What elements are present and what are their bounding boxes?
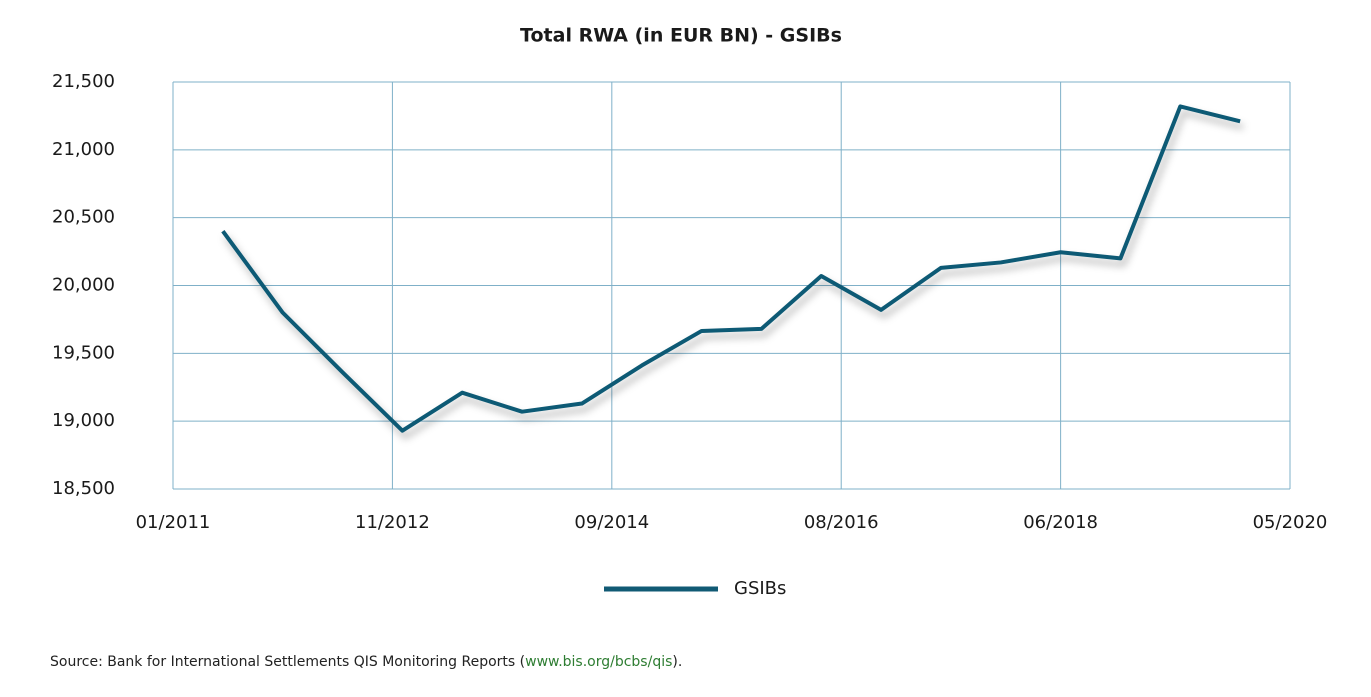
- y-tick-label: 18,500: [52, 478, 115, 499]
- x-tick-label: 08/2016: [804, 512, 879, 533]
- x-tick-label: 01/2011: [136, 512, 211, 533]
- y-tick-label: 21,000: [52, 139, 115, 160]
- source: Source: Bank for International Settlemen…: [50, 654, 682, 670]
- x-tick-label: 06/2018: [1023, 512, 1098, 533]
- source-prefix: Source: Bank for International Settlemen…: [50, 654, 526, 670]
- y-tick-label: 20,000: [52, 275, 115, 296]
- x-tick-label: 05/2020: [1253, 512, 1328, 533]
- y-tick-label: 19,000: [52, 410, 115, 431]
- y-tick-label: 21,500: [52, 71, 115, 92]
- source-suffix: ).: [672, 654, 683, 670]
- y-tick-label: 19,500: [52, 342, 115, 363]
- data-line: [221, 104, 1241, 433]
- x-tick-label: 09/2014: [574, 512, 649, 533]
- chart-title: Total RWA (in EUR BN) - GSIBs: [520, 25, 842, 47]
- x-tick-label: 11/2012: [355, 512, 430, 533]
- y-tick-label: 20,500: [52, 207, 115, 228]
- legend-label: GSIBs: [734, 578, 786, 599]
- source-link[interactable]: www.bis.org/bcbs/qis: [525, 654, 673, 670]
